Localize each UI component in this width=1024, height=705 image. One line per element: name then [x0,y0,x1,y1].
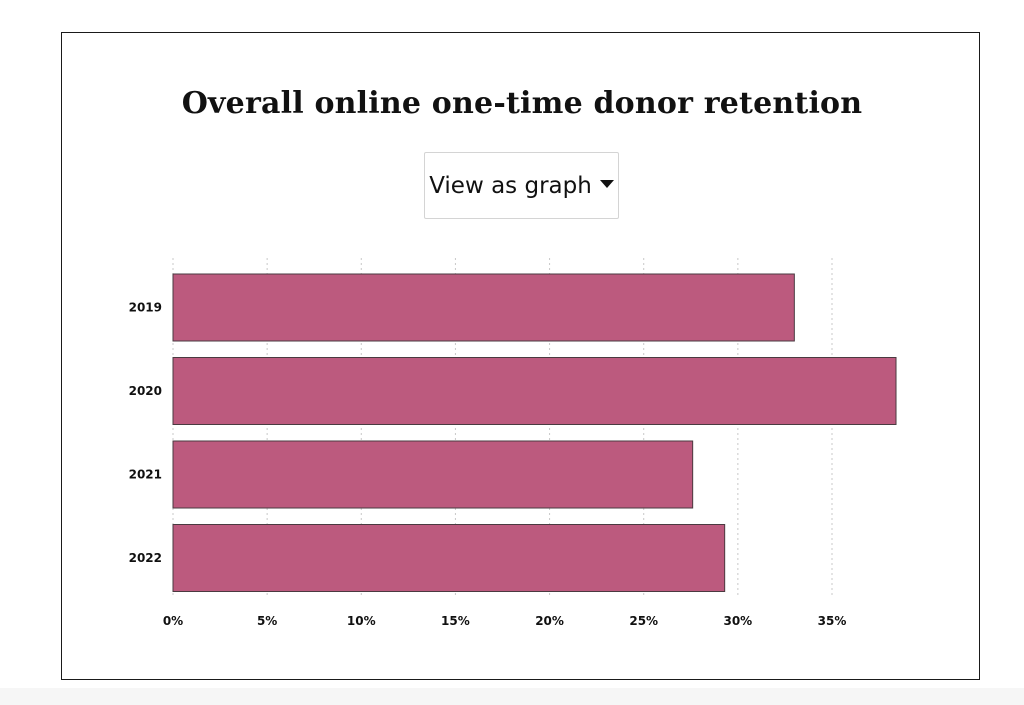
x-tick-label: 10% [347,614,376,628]
x-tick-label: 25% [629,614,658,628]
view-mode-dropdown[interactable]: View as graph [424,152,619,219]
chart-title: Overall online one-time donor retention [181,86,863,121]
x-tick-label: 20% [535,614,564,628]
page-footer-strip [0,688,1024,705]
bar-2022[interactable] [172,524,726,592]
x-tick-label: 30% [723,614,752,628]
y-tick-label: 2022 [129,551,162,565]
x-tick-label: 35% [818,614,847,628]
y-tick-label: 2019 [129,301,162,315]
bar-2021[interactable] [172,440,694,509]
bar-2020[interactable] [172,357,897,425]
x-tick-label: 5% [257,614,277,628]
y-tick-label: 2020 [129,384,162,398]
view-mode-label: View as graph [429,172,592,199]
x-axis-labels: 0% 5% 10% 15% 20% 25% 30% 35% [163,614,847,628]
caret-down-icon [599,179,614,188]
y-axis-labels: 2019 2020 2021 2022 [129,301,162,566]
x-tick-label: 15% [441,614,470,628]
x-tick-label: 0% [163,614,183,628]
y-tick-label: 2021 [129,468,162,482]
chart-bars [172,273,897,592]
bar-2019[interactable] [172,273,795,342]
